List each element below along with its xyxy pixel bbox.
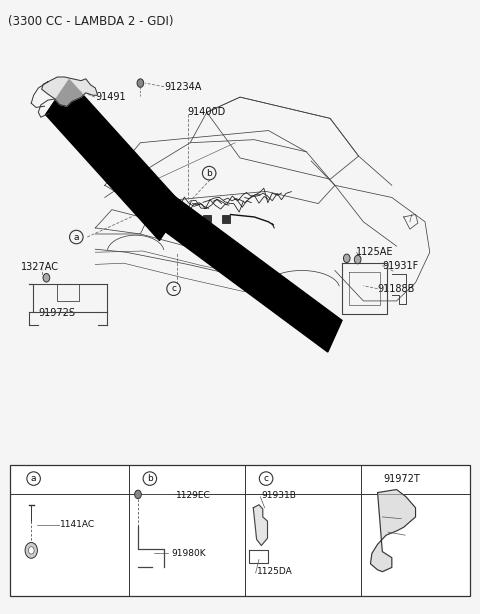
Bar: [146, 211, 154, 219]
Bar: [203, 215, 211, 222]
Bar: [222, 216, 229, 223]
Text: c: c: [171, 284, 176, 293]
Text: 91491: 91491: [96, 92, 126, 102]
Text: 91234A: 91234A: [164, 82, 202, 91]
Text: c: c: [264, 474, 269, 483]
Bar: [165, 209, 173, 216]
Text: 91972T: 91972T: [383, 473, 420, 484]
Text: a: a: [31, 474, 36, 483]
Circle shape: [135, 490, 141, 499]
FancyBboxPatch shape: [10, 465, 470, 596]
Text: 91188B: 91188B: [378, 284, 415, 293]
Text: 1327AC: 1327AC: [21, 262, 59, 273]
Circle shape: [28, 546, 34, 554]
Text: 1125DA: 1125DA: [257, 567, 292, 576]
Circle shape: [343, 254, 350, 263]
Circle shape: [43, 273, 50, 282]
Text: (3300 CC - LAMBDA 2 - GDI): (3300 CC - LAMBDA 2 - GDI): [8, 15, 173, 28]
Text: a: a: [73, 233, 79, 241]
Text: b: b: [147, 474, 153, 483]
Text: b: b: [206, 169, 212, 177]
Text: 91980K: 91980K: [171, 549, 206, 558]
Circle shape: [262, 276, 270, 286]
Text: 91931F: 91931F: [383, 260, 419, 271]
Text: 91931B: 91931B: [261, 491, 296, 500]
Bar: [184, 214, 192, 221]
Polygon shape: [371, 489, 416, 572]
Text: 91400D: 91400D: [188, 107, 226, 117]
Circle shape: [25, 542, 37, 558]
Text: 91972S: 91972S: [38, 308, 75, 318]
Polygon shape: [157, 194, 342, 352]
Text: 1327AC: 1327AC: [245, 274, 283, 285]
Text: 1141AC: 1141AC: [60, 520, 95, 529]
Text: 1125AE: 1125AE: [356, 247, 394, 257]
Polygon shape: [253, 505, 267, 545]
Polygon shape: [46, 80, 183, 241]
Polygon shape: [42, 77, 97, 106]
Circle shape: [137, 79, 144, 87]
Circle shape: [354, 255, 361, 264]
Text: 1129EC: 1129EC: [176, 491, 211, 500]
